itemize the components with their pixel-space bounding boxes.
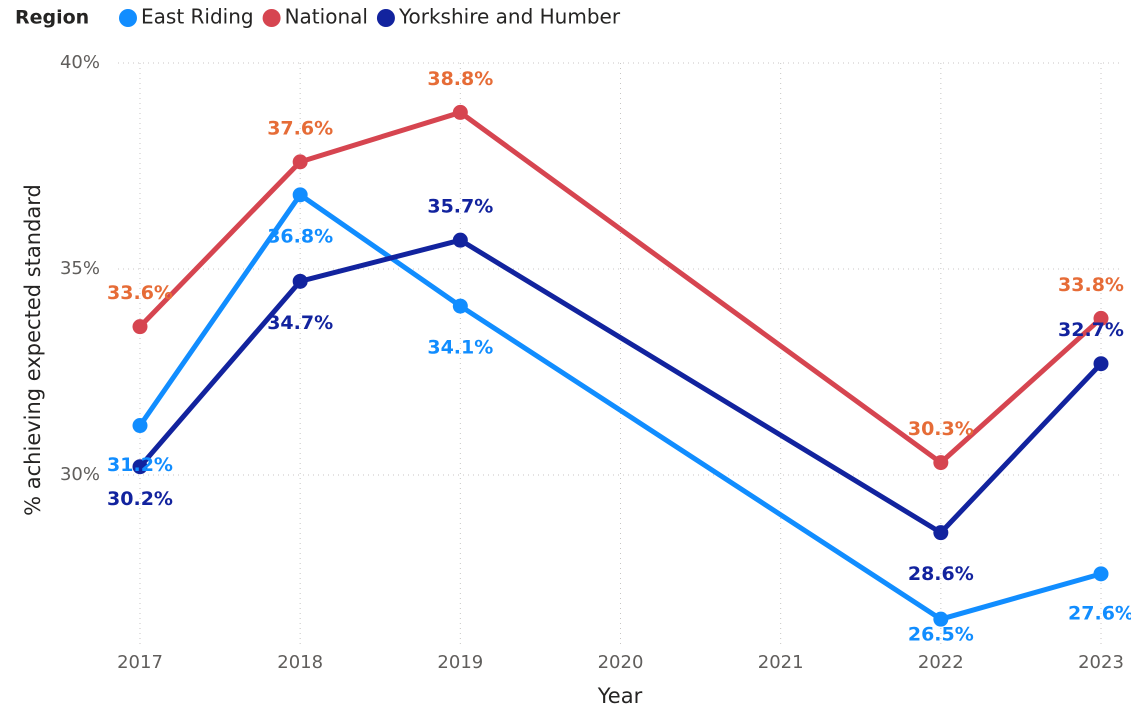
data-point xyxy=(452,232,468,248)
x-tick-label: 2021 xyxy=(758,652,804,673)
legend-label: National xyxy=(285,5,368,29)
data-label: 35.7% xyxy=(427,196,493,218)
data-label: 30.3% xyxy=(908,418,974,440)
legend-marker xyxy=(119,9,137,27)
y-axis-title: % achieving expected standard xyxy=(21,184,45,516)
y-tick-label: 35% xyxy=(60,258,100,279)
data-label: 31.2% xyxy=(107,454,173,476)
data-point xyxy=(933,525,949,541)
data-label: 30.2% xyxy=(107,488,173,510)
legend-label: East Riding xyxy=(141,5,254,29)
data-point xyxy=(1093,566,1109,582)
data-point xyxy=(292,154,308,170)
data-point xyxy=(933,455,949,471)
data-point xyxy=(292,273,308,289)
data-label: 32.7% xyxy=(1058,319,1124,341)
y-tick-label: 40% xyxy=(60,52,100,73)
x-tick-label: 2018 xyxy=(277,652,323,673)
data-point xyxy=(1093,356,1109,372)
x-tick-label: 2019 xyxy=(437,652,483,673)
data-label: 34.1% xyxy=(427,337,493,359)
legend-title: Region xyxy=(15,7,89,29)
data-label: 33.8% xyxy=(1058,274,1124,296)
y-tick-label: 30% xyxy=(60,464,100,485)
x-tick-label: 2022 xyxy=(918,652,964,673)
legend-label: Yorkshire and Humber xyxy=(398,5,621,29)
legend-marker xyxy=(262,9,281,27)
data-point xyxy=(292,187,308,203)
x-tick-label: 2020 xyxy=(598,652,644,673)
data-label: 33.6% xyxy=(107,282,173,304)
data-label: 27.6% xyxy=(1068,602,1131,624)
x-axis-title: Year xyxy=(597,684,643,708)
data-label: 34.7% xyxy=(267,312,333,334)
data-label: 28.6% xyxy=(908,563,974,585)
x-tick-label: 2023 xyxy=(1078,652,1124,673)
data-point xyxy=(452,104,468,120)
data-point xyxy=(132,418,148,434)
data-point xyxy=(132,319,148,335)
legend-marker xyxy=(376,9,395,27)
data-point xyxy=(933,611,949,627)
x-tick-label: 2017 xyxy=(117,652,163,673)
data-label: 26.5% xyxy=(908,624,974,646)
data-label: 37.6% xyxy=(267,117,333,139)
data-point xyxy=(132,459,148,475)
data-point xyxy=(1093,310,1109,326)
data-point xyxy=(452,298,468,314)
data-label: 36.8% xyxy=(267,225,333,247)
data-label: 38.8% xyxy=(427,68,493,90)
